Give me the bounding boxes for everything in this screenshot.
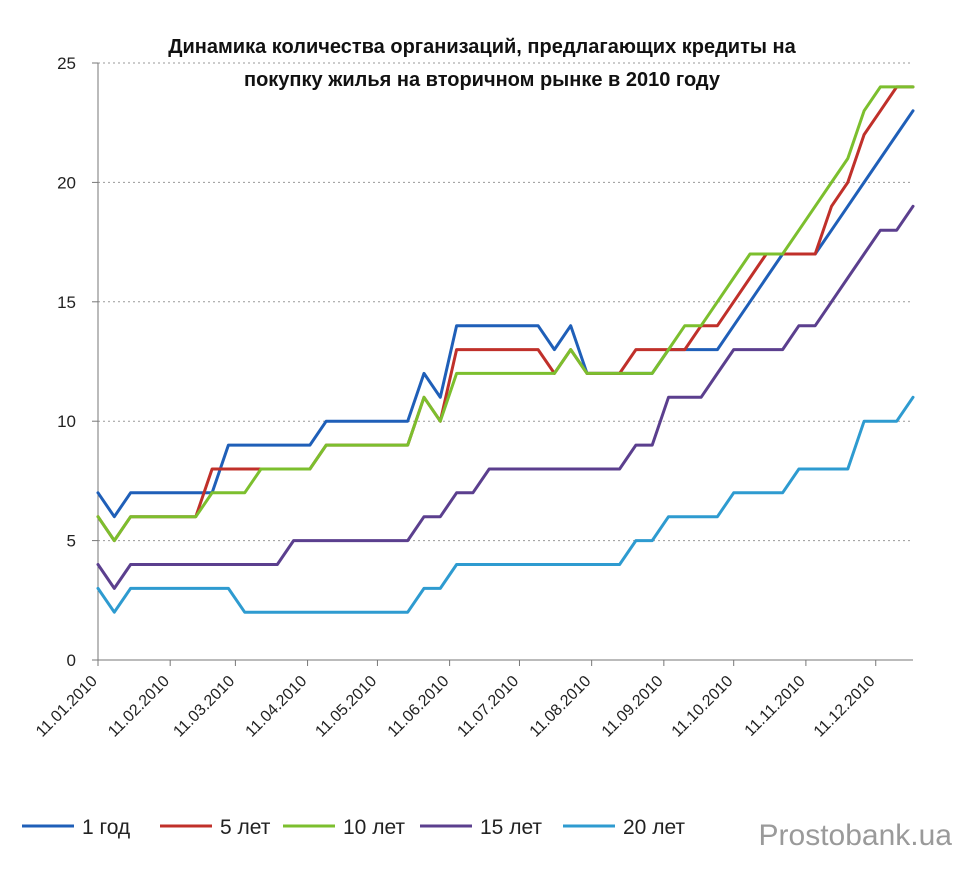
x-tick-label: 11.05.2010 (312, 673, 380, 741)
watermark: Prostobank.ua (759, 819, 953, 852)
series-line-5 (96, 395, 915, 614)
series-lines (96, 85, 915, 614)
series-line-3 (96, 85, 915, 543)
chart-title: Динамика количества организаций, предлаг… (168, 36, 796, 91)
x-tick-label: 11.09.2010 (599, 673, 667, 741)
legend-label: 15 лет (480, 816, 542, 839)
y-tick-label: 15 (57, 293, 76, 312)
legend-label: 10 лет (343, 816, 405, 839)
y-tick-label: 10 (57, 412, 76, 431)
x-tick-label: 11.08.2010 (527, 673, 595, 741)
x-tick-label: 11.06.2010 (385, 673, 453, 741)
y-tick-label: 5 (67, 532, 76, 551)
x-tick-label: 11.07.2010 (454, 673, 522, 741)
chart-title-line-2: покупку жилья на вторичном рынке в 2010 … (244, 69, 721, 91)
x-tick-label: 11.02.2010 (105, 673, 173, 741)
y-tick-label: 25 (57, 54, 76, 73)
gridlines (98, 62, 913, 542)
x-tick-label: 11.12.2010 (811, 673, 879, 741)
chart-title-line-1: Динамика количества организаций, предлаг… (168, 36, 796, 58)
legend-label: 1 год (82, 816, 130, 839)
x-tick-label: 11.03.2010 (170, 673, 238, 741)
x-tick-label: 11.04.2010 (243, 673, 311, 741)
x-tick-label: 11.01.2010 (33, 673, 101, 741)
y-axis: 0 5 10 15 20 25 (57, 54, 99, 670)
series-line-1 (96, 109, 915, 519)
legend-label: 20 лет (623, 816, 685, 839)
x-tick-label: 11.10.2010 (669, 673, 737, 741)
x-tick-label: 11.11.2010 (742, 673, 809, 740)
series-line-4 (96, 204, 915, 590)
y-tick-label: 0 (67, 651, 76, 670)
legend: 1 год 5 лет 10 лет 15 лет 20 лет (22, 816, 685, 839)
y-tick-label: 20 (57, 173, 76, 192)
legend-label: 5 лет (220, 816, 271, 839)
